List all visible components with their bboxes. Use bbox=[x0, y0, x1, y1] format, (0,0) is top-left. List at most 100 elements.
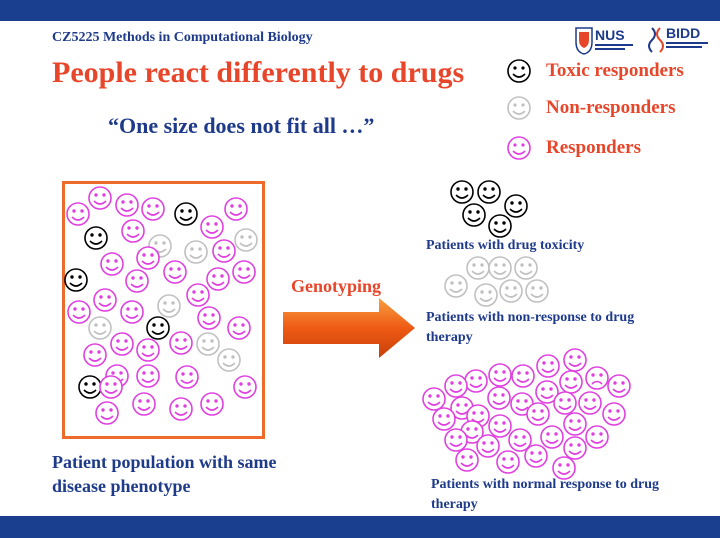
smiley-icon bbox=[525, 279, 549, 303]
smiley-icon bbox=[169, 331, 193, 355]
smiley-icon bbox=[508, 428, 532, 452]
smiley-icon bbox=[227, 316, 251, 340]
smiley-icon bbox=[157, 294, 181, 318]
smiley-icon bbox=[115, 193, 139, 217]
legend-responders: Responders bbox=[506, 133, 641, 163]
smiley-icon bbox=[66, 202, 90, 226]
course-title: CZ5225 Methods in Computational Biology bbox=[52, 30, 313, 45]
bidd-logo: BIDD bbox=[648, 25, 708, 53]
smiley-icon bbox=[563, 412, 587, 436]
smiley-icon bbox=[184, 240, 208, 264]
bottom-bar bbox=[0, 516, 720, 538]
legend-label: Responders bbox=[546, 137, 642, 158]
smiley-icon bbox=[100, 252, 124, 276]
smiley-icon bbox=[200, 215, 224, 239]
smiley-icon bbox=[88, 186, 112, 210]
smiley-icon bbox=[499, 279, 523, 303]
smiley-icon bbox=[136, 364, 160, 388]
smiley-icon bbox=[136, 246, 160, 270]
smiley-icon bbox=[95, 401, 119, 425]
smiley-icon bbox=[553, 391, 577, 415]
smiley-icon bbox=[120, 300, 144, 324]
smiley-icon bbox=[175, 365, 199, 389]
smiley-icon bbox=[488, 256, 512, 280]
smiley-icon bbox=[462, 203, 486, 227]
smiley-icon bbox=[535, 380, 559, 404]
smiley-icon bbox=[511, 364, 535, 388]
smiley-icon bbox=[422, 387, 446, 411]
nus-logo: NUS bbox=[575, 27, 633, 55]
toxicity-caption: Patients with drug toxicity bbox=[426, 238, 585, 253]
smiley-icon bbox=[136, 338, 160, 362]
legend-toxic: Toxic responders bbox=[506, 56, 684, 86]
smiley-icon bbox=[559, 370, 583, 394]
normal-response-caption: Patients with normal response to drug th… bbox=[431, 477, 660, 512]
smiley-icon bbox=[536, 354, 560, 378]
smiley-icon bbox=[146, 316, 170, 340]
smiley-icon bbox=[552, 456, 576, 480]
smiley-icon bbox=[83, 343, 107, 367]
smiley-icon bbox=[174, 202, 198, 226]
smiley-icon bbox=[507, 96, 531, 120]
smiley-icon bbox=[487, 386, 511, 410]
smiley-icon bbox=[524, 444, 548, 468]
smiley-icon bbox=[444, 428, 468, 452]
smiley-icon bbox=[526, 402, 550, 426]
smiley-icon bbox=[99, 375, 123, 399]
smiley-icon bbox=[563, 348, 587, 372]
smiley-icon bbox=[507, 59, 531, 83]
smiley-icon bbox=[444, 374, 468, 398]
smiley-icon bbox=[232, 260, 256, 284]
smiley-icon bbox=[488, 214, 512, 238]
smiley-icon bbox=[455, 448, 479, 472]
svg-text:NUS: NUS bbox=[595, 27, 625, 43]
population-caption: Patient population with same disease phe… bbox=[52, 452, 277, 496]
legend-label: Toxic responders bbox=[546, 60, 684, 81]
non-response-caption: Patients with non-response to drug thera… bbox=[426, 310, 635, 345]
top-bar bbox=[0, 0, 720, 21]
smiley-icon bbox=[163, 260, 187, 284]
smiley-icon bbox=[602, 402, 626, 426]
smiley-icon bbox=[507, 136, 531, 160]
smiley-icon bbox=[169, 397, 193, 421]
smiley-icon bbox=[585, 425, 609, 449]
smiley-icon bbox=[488, 363, 512, 387]
smiley-icon bbox=[78, 375, 102, 399]
genotyping-label: Genotyping bbox=[291, 276, 382, 296]
smiley-icon bbox=[141, 197, 165, 221]
legend-non: Non-responders bbox=[506, 93, 676, 123]
smiley-icon bbox=[477, 180, 501, 204]
smiley-icon bbox=[110, 332, 134, 356]
smiley-icon bbox=[563, 436, 587, 460]
smiley-icon bbox=[64, 268, 88, 292]
smiley-icon bbox=[607, 374, 631, 398]
smiley-icon bbox=[121, 219, 145, 243]
legend-label: Non-responders bbox=[546, 97, 676, 118]
smiley-icon bbox=[125, 269, 149, 293]
arrow-right-icon bbox=[283, 298, 415, 358]
smiley-icon bbox=[88, 316, 112, 340]
smiley-icon bbox=[444, 274, 468, 298]
smiley-icon bbox=[196, 332, 220, 356]
smiley-icon bbox=[496, 450, 520, 474]
smiley-icon bbox=[212, 239, 236, 263]
smiley-icon bbox=[432, 407, 456, 431]
smiley-icon bbox=[93, 288, 117, 312]
smiley-icon bbox=[197, 306, 221, 330]
smiley-icon bbox=[476, 434, 500, 458]
smiley-icon bbox=[186, 283, 210, 307]
smiley-icon bbox=[464, 369, 488, 393]
smiley-icon bbox=[224, 197, 248, 221]
smiley-icon bbox=[234, 228, 258, 252]
smiley-icon bbox=[233, 375, 257, 399]
smiley-icon bbox=[540, 425, 564, 449]
smiley-icon bbox=[200, 392, 224, 416]
smiley-icon bbox=[206, 267, 230, 291]
svg-text:BIDD: BIDD bbox=[666, 25, 700, 41]
smiley-icon bbox=[84, 226, 108, 250]
smiley-icon bbox=[585, 366, 609, 390]
slide-title: People react differently to drugs bbox=[52, 56, 465, 89]
smiley-icon bbox=[67, 300, 91, 324]
smiley-icon bbox=[217, 348, 241, 372]
